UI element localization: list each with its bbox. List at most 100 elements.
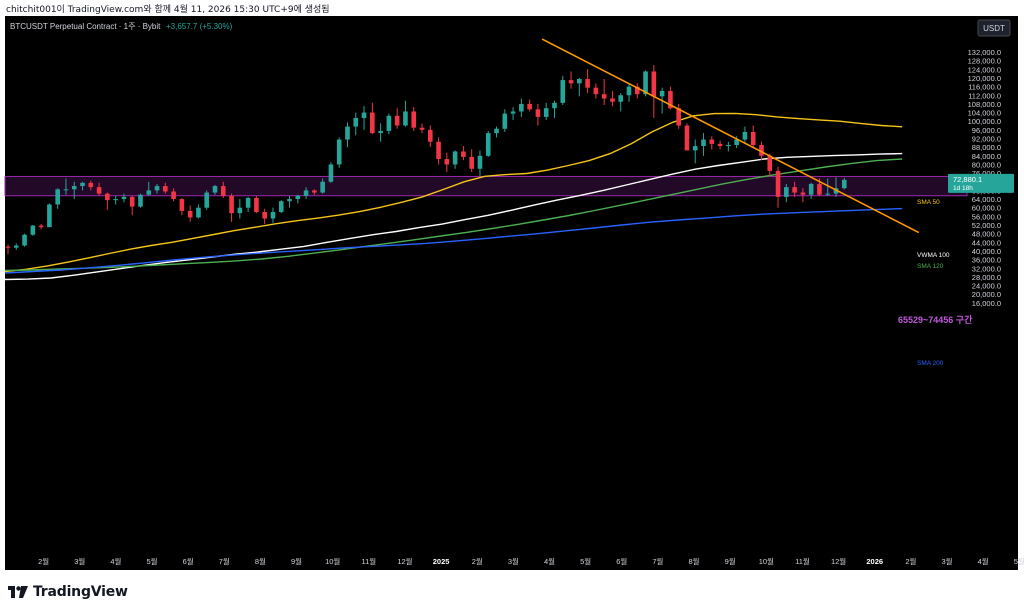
candle-body (775, 170, 781, 197)
candle-body (171, 191, 176, 200)
x-tick-label: 6월 (616, 556, 627, 566)
candle-body (427, 129, 433, 142)
candle-body (154, 186, 160, 191)
candle-body (527, 103, 532, 110)
candle-body (717, 143, 723, 147)
y-tick-label: 28,000.0 (972, 273, 1001, 282)
y-tick-label: 32,000.0 (972, 264, 1001, 273)
currency-button[interactable] (977, 19, 1011, 37)
candle-body (270, 212, 276, 219)
y-tick-label: 80,000.0 (972, 160, 1001, 169)
x-tick-label: 6월 (183, 556, 194, 566)
candle-body (63, 189, 69, 191)
x-tick-label: 5월 (580, 556, 591, 566)
y-tick-label: 76,000.0 (972, 169, 1001, 178)
candle-body (535, 109, 541, 117)
y-tick-label: 92,000.0 (972, 135, 1001, 144)
candle-body (411, 111, 417, 128)
x-tick-label: 12월 (831, 556, 846, 566)
symbol-title: BTCUSDT Perpetual Contract · 1주 · Bybit (10, 22, 161, 31)
x-tick-label: 3월 (941, 556, 952, 566)
candle-body (502, 113, 508, 129)
candle-body (303, 190, 309, 196)
x-tick-label: 2025 (433, 557, 450, 566)
y-tick-label: 84,000.0 (972, 152, 1001, 161)
candle-body (701, 139, 706, 147)
ma-line-sma-50 (4, 112, 903, 273)
x-tick-label: 8월 (255, 556, 266, 566)
y-tick-label: 20,000.0 (972, 290, 1001, 299)
candle-body (378, 130, 383, 134)
last-price-badge[interactable] (948, 173, 1014, 193)
x-tick-label: 3월 (508, 556, 519, 566)
x-tick-label: 5월 (1014, 556, 1024, 566)
candle-body (295, 195, 301, 200)
candle-body (287, 199, 292, 202)
y-tick-label: 24,000.0 (972, 282, 1001, 291)
x-tick-label: 2월 (905, 556, 916, 566)
candle-body (510, 111, 516, 114)
candle-body (80, 182, 85, 187)
x-tick-label: 4월 (544, 556, 555, 566)
candle-body (618, 95, 624, 102)
y-tick-label: 60,000.0 (972, 204, 1001, 213)
candle-body (179, 199, 185, 211)
y-tick-label: 108,000.0 (968, 100, 1001, 109)
ma-line-sma-200 (4, 207, 903, 274)
candle-body (245, 197, 251, 208)
y-tick-label: 128,000.0 (968, 57, 1001, 66)
candle-body (38, 225, 44, 228)
candle-body (485, 133, 491, 156)
x-tick-label: 12월 (397, 556, 412, 566)
x-tick-label: 11월 (361, 556, 376, 566)
candle-body (262, 212, 267, 219)
y-tick-label: 88,000.0 (972, 143, 1001, 152)
candle-body (345, 126, 350, 140)
tradingview-logo[interactable]: TradingView (8, 584, 128, 600)
candle-body (560, 80, 566, 103)
candle-body (336, 139, 342, 165)
candle-body (436, 141, 441, 160)
candle-body (784, 187, 789, 197)
candle-body (55, 189, 60, 205)
y-tick-label: 16,000.0 (972, 299, 1001, 308)
candle-body (610, 98, 615, 102)
candle-body (477, 155, 483, 169)
candle-body (841, 179, 847, 189)
candle-body (684, 125, 690, 151)
caption-text: chitchit001이 TradingView.com와 함께 4월 11, … (6, 5, 330, 15)
x-tick-label: 10월 (759, 556, 774, 566)
y-tick-label: 44,000.0 (972, 238, 1001, 247)
y-tick-label: 132,000.0 (968, 48, 1001, 57)
candle-body (71, 186, 77, 190)
y-tick-label: 96,000.0 (972, 126, 1001, 135)
descending-trendline[interactable] (541, 38, 920, 234)
candle-body (204, 192, 210, 208)
candle-body (129, 196, 135, 207)
y-tick-label: 116,000.0 (968, 83, 1001, 92)
price-chart[interactable]: 132,000.0128,000.0124,000.0120,000.0116,… (0, 0, 1024, 570)
bar-countdown: 1d 18h (953, 185, 973, 192)
legend-label: SMA 50 (917, 199, 940, 206)
chart-frame[interactable] (5, 16, 1018, 570)
candle-body (254, 197, 259, 213)
candle-body (312, 190, 317, 193)
ma-line-sma-120 (4, 158, 903, 272)
candle-body (452, 151, 458, 165)
x-tick-label: 7월 (652, 556, 663, 566)
y-tick-label: 120,000.0 (968, 74, 1001, 83)
candle-body (386, 115, 392, 131)
currency-button-label: USDT (983, 24, 1005, 33)
x-tick-label: 10월 (325, 556, 340, 566)
candle-body (759, 144, 764, 156)
candle-body (320, 181, 325, 193)
candle-body (585, 79, 590, 88)
candle-body (22, 234, 27, 246)
candle-body (626, 86, 632, 96)
candle-body (577, 79, 582, 84)
candle-body (461, 151, 466, 157)
candle-body (237, 207, 243, 214)
candle-body (750, 132, 756, 145)
candle-body (692, 146, 698, 151)
candle-body (196, 207, 201, 218)
